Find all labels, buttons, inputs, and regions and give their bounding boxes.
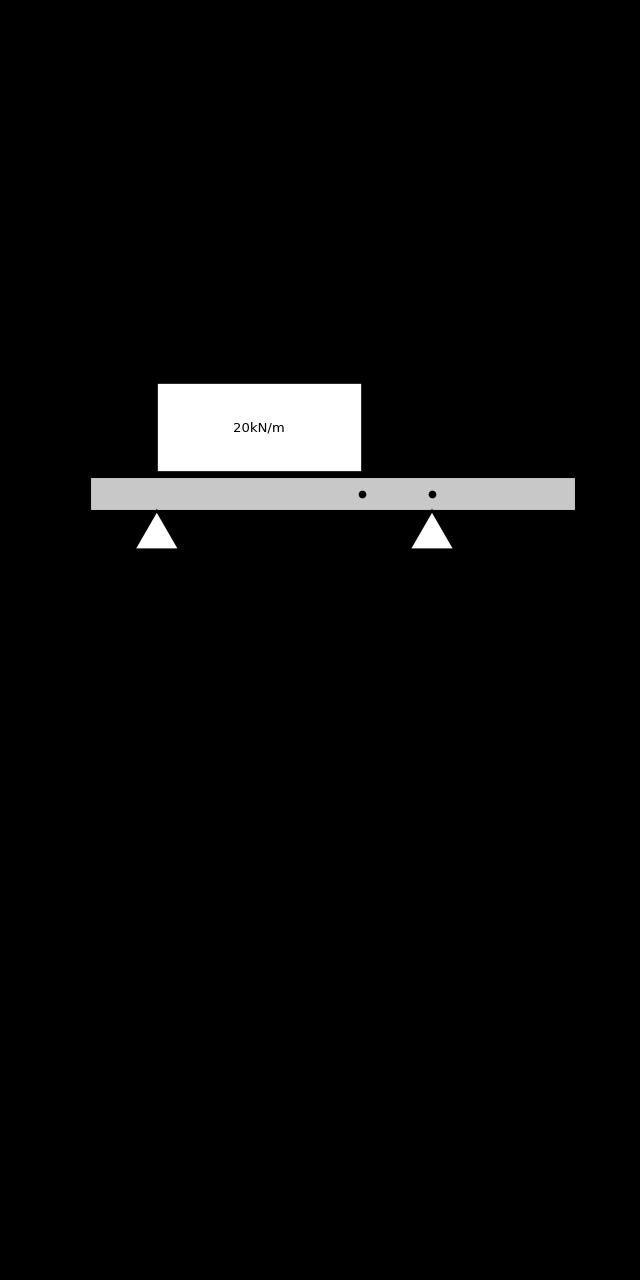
Text: 30kN: 30kN <box>115 260 147 273</box>
Bar <box>90 476 576 511</box>
Text: B: B <box>152 571 161 584</box>
Text: 20kN: 20kN <box>390 260 422 273</box>
Text: Quiz2 Find the deflection in the point (C) of the beam
shown in the figure below: Quiz2 Find the deflection in the point (… <box>26 26 582 88</box>
Bar <box>157 383 362 472</box>
Text: 3m: 3m <box>249 550 269 564</box>
Polygon shape <box>410 511 454 549</box>
Text: 1m: 1m <box>387 550 407 564</box>
Text: D: D <box>427 571 437 584</box>
Text: 20kN/m: 20kN/m <box>234 421 285 434</box>
Text: C: C <box>357 524 366 536</box>
Text: 1m: 1m <box>113 550 133 564</box>
Text: A: A <box>67 486 77 500</box>
Polygon shape <box>134 511 179 549</box>
Text: E: E <box>589 486 598 500</box>
Text: 1m: 1m <box>494 550 514 564</box>
